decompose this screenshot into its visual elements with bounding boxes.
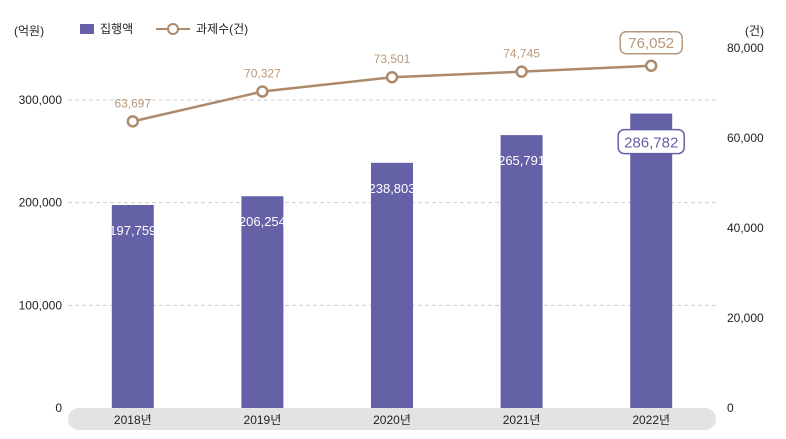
legend-bar-swatch <box>80 23 94 34</box>
line-point <box>256 85 269 98</box>
y-right-tick-label: 80,000 <box>727 41 764 55</box>
bar-highlight-box <box>617 128 685 155</box>
line-data-label: 63,697 <box>114 96 151 110</box>
line-point <box>644 59 658 73</box>
bar-data-label: 206,254 <box>239 214 286 229</box>
legend-item-bar: 집행액 <box>80 20 133 37</box>
bar <box>111 204 154 408</box>
x-tick-label: 2022년 <box>632 413 670 427</box>
bar <box>371 162 413 408</box>
line-data-label: 73,501 <box>374 52 411 66</box>
y-left-tick-label: 200,000 <box>19 196 63 210</box>
bar <box>630 113 673 408</box>
line-point <box>385 70 399 84</box>
legend-item-line: 과제수(건) <box>156 20 248 37</box>
y-right-tick-label: 0 <box>727 401 734 415</box>
bar-data-label: 238,803 <box>369 181 416 196</box>
legend-line-marker <box>156 22 190 36</box>
bar <box>241 196 284 408</box>
line-highlight-box <box>619 31 683 55</box>
y-left-tick-label: 0 <box>55 401 62 415</box>
x-tick-label: 2018년 <box>114 413 152 427</box>
line-point <box>126 115 140 128</box>
line-point <box>515 65 528 78</box>
y-right-tick-label: 20,000 <box>727 311 764 325</box>
y-right-tick-label: 40,000 <box>727 221 764 235</box>
x-tick-label: 2019년 <box>244 413 282 427</box>
x-axis-band <box>68 408 716 430</box>
y-left-tick-label: 100,000 <box>19 298 63 312</box>
line-data-label: 74,745 <box>503 47 540 61</box>
y-right-tick-label: 60,000 <box>727 131 764 145</box>
legend-line-label: 과제수(건) <box>196 22 249 36</box>
x-tick-label: 2020년 <box>373 413 411 427</box>
bar-data-label: 197,759 <box>109 223 156 238</box>
right-axis-unit: (건) <box>744 24 764 38</box>
line-data-label: 70,327 <box>244 67 281 81</box>
x-tick-label: 2021년 <box>503 413 541 427</box>
bar-data-label: 265,791 <box>498 153 545 168</box>
bar <box>500 135 543 408</box>
left-axis-unit: (억원) <box>14 24 45 38</box>
y-left-tick-label: 300,000 <box>19 93 63 107</box>
line-data-label: 76,052 <box>628 35 674 52</box>
legend-bar-label: 집행액 <box>100 22 134 36</box>
bar-data-label: 286,782 <box>624 135 678 152</box>
